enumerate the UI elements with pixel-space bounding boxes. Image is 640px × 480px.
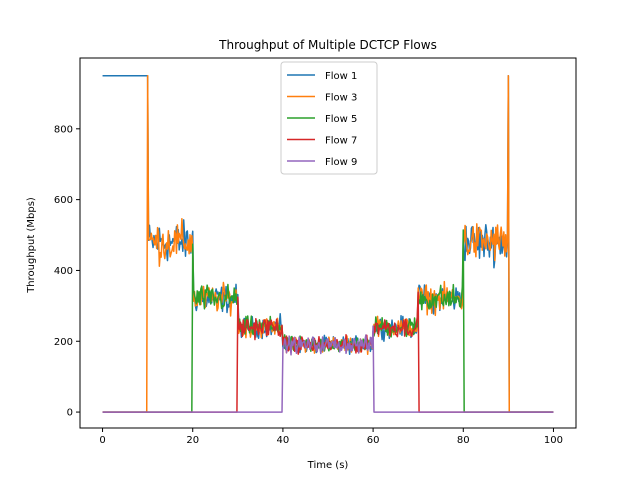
y-tick-label: 400 [54,266,73,277]
legend-label: Flow 5 [325,114,357,125]
x-axis: 0 20 40 60 80 100 [99,428,563,446]
legend-label: Flow 3 [325,93,357,104]
x-tick-label: 60 [367,435,380,446]
plot-area [102,74,554,413]
legend-label: Flow 9 [325,157,357,168]
chart-title: Throughput of Multiple DCTCP Flows [218,38,437,52]
legend-label: Flow 1 [325,71,357,82]
legend-box [280,61,378,175]
x-tick-label: 20 [186,435,199,446]
y-tick-label: 600 [54,195,73,206]
series-line-flow-9 [102,325,554,413]
x-tick-label: 40 [277,435,290,446]
x-axis-label: Time (s) [307,460,349,471]
x-tick-label: 100 [544,435,563,446]
y-tick-label: 800 [54,124,73,135]
plot-frame [79,57,577,429]
y-tick-label: 0 [67,408,73,419]
x-tick-label: 80 [457,435,470,446]
legend-label: Flow 7 [325,136,357,147]
legend: Flow 1 Flow 3 Flow 5 Flow 7 Flow 9 [280,61,378,175]
x-tick-label: 0 [99,435,105,446]
y-tick-label: 200 [54,337,73,348]
y-axis-label: Throughput (Mbps) [26,197,37,294]
y-axis: 0 200 400 600 800 [54,124,80,419]
